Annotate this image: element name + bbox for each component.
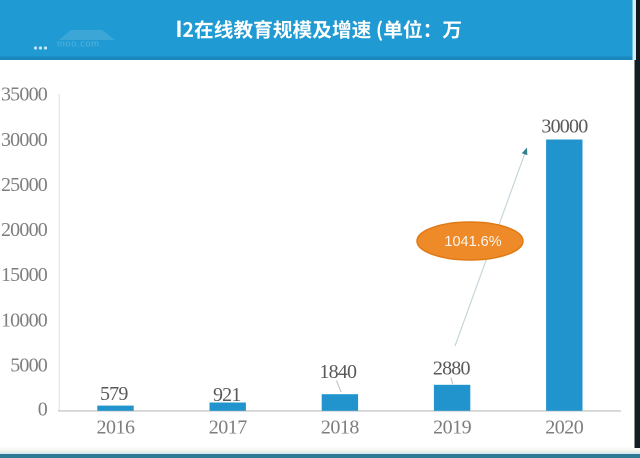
svg-text:2020: 2020 <box>545 417 584 439</box>
svg-text:2017: 2017 <box>209 417 248 439</box>
svg-text:moo.com: moo.com <box>57 39 100 50</box>
svg-text:5000: 5000 <box>10 355 48 377</box>
svg-text:15000: 15000 <box>1 264 48 286</box>
svg-text:1840: 1840 <box>319 361 357 383</box>
svg-text:2016: 2016 <box>97 417 136 439</box>
svg-text:2880: 2880 <box>433 358 471 380</box>
svg-text:1041.6%: 1041.6% <box>444 234 501 250</box>
svg-text:30000: 30000 <box>541 116 588 138</box>
svg-text:10000: 10000 <box>1 309 48 331</box>
svg-text:20000: 20000 <box>1 219 48 241</box>
svg-text:0: 0 <box>38 399 48 421</box>
svg-text:579: 579 <box>100 383 128 405</box>
svg-text:2019: 2019 <box>433 417 472 439</box>
svg-text:25000: 25000 <box>1 174 48 196</box>
svg-text:35000: 35000 <box>1 84 48 106</box>
svg-text:30000: 30000 <box>1 129 48 151</box>
svg-text:921: 921 <box>213 384 241 406</box>
svg-text:2018: 2018 <box>321 417 360 439</box>
